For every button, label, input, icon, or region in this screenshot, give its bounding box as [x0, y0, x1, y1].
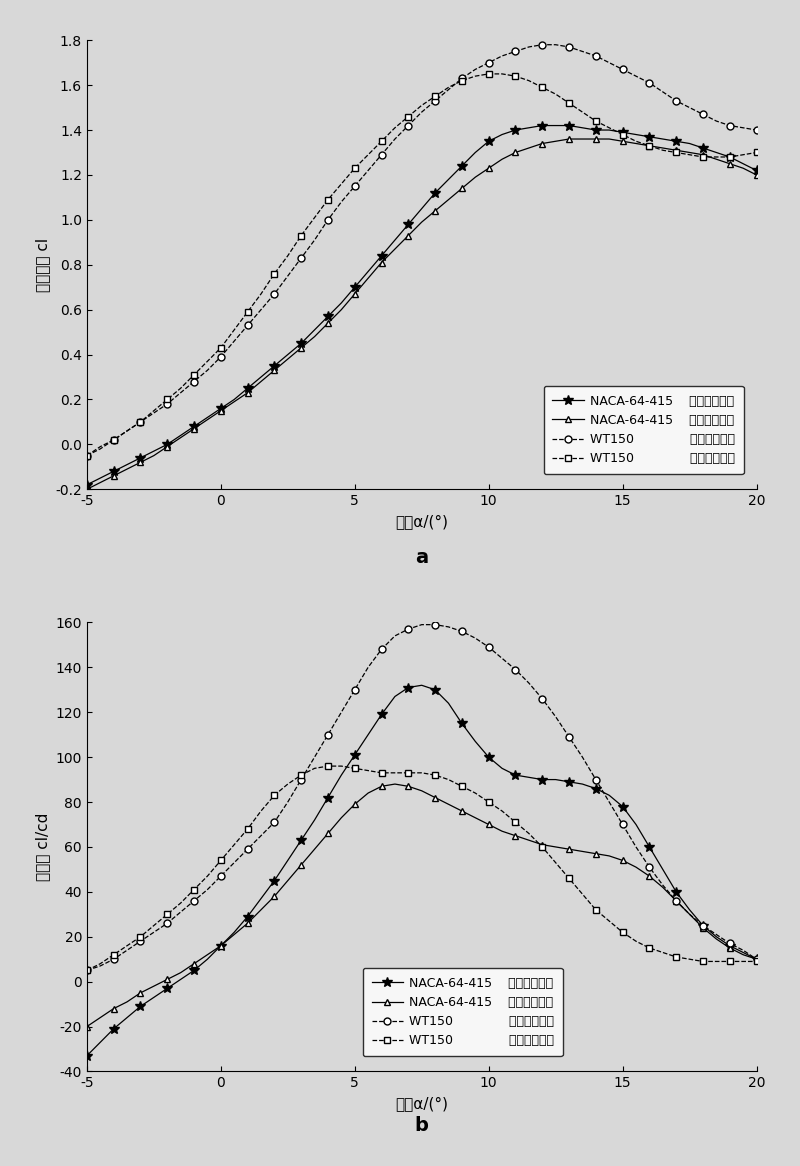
WT150              自由转捧工况	[82, 963, 92, 977]
NACA-64-415    自由转捧工况	[538, 773, 547, 787]
WT150              固定转捧工况	[283, 248, 293, 262]
WT150              自由转捧工况	[738, 943, 748, 957]
NACA-64-415    自由转捧工况	[524, 121, 534, 135]
NACA-64-415    固定转捧工况	[578, 132, 587, 146]
WT150              自由转捧工况	[538, 691, 547, 705]
NACA-64-415    自由转捧工况	[82, 478, 92, 492]
WT150              自由转捧工况	[283, 795, 293, 809]
WT150              固定转捧工况	[230, 323, 239, 337]
Text: b: b	[414, 1116, 429, 1136]
WT150              固定转捧工况	[738, 148, 748, 162]
NACA-64-415    自由转捧工况	[230, 393, 239, 407]
NACA-64-415    固定转捧工况	[390, 777, 400, 791]
WT150              自由转捧工况	[296, 251, 306, 265]
WT150              固定转捧工况	[738, 955, 748, 969]
Line: WT150              自由转捧工况: WT150 自由转捧工况	[83, 621, 760, 974]
Line: WT150              固定转捧工况: WT150 固定转捧工况	[83, 763, 760, 974]
NACA-64-415    自由转捧工况	[296, 336, 306, 350]
NACA-64-415    固定转捧工况	[283, 352, 293, 366]
WT150              自由转捧工况	[578, 750, 587, 764]
WT150              固定转捧工况	[538, 80, 547, 94]
NACA-64-415    固定转捧工况	[752, 168, 762, 182]
WT150              固定转捧工况	[296, 768, 306, 782]
NACA-64-415    自由转捧工况	[296, 834, 306, 848]
WT150              固定转捧工况	[752, 955, 762, 969]
Text: a: a	[415, 548, 428, 567]
NACA-64-415    自由转捧工况	[752, 953, 762, 967]
WT150              自由转捧工况	[752, 124, 762, 138]
WT150              自由转捧工况	[538, 37, 547, 51]
NACA-64-415    自由转捧工况	[82, 1048, 92, 1062]
NACA-64-415    自由转捧工况	[738, 946, 748, 960]
WT150              自由转捧工况	[738, 121, 748, 135]
X-axis label: 攻角α/(°): 攻角α/(°)	[395, 514, 448, 528]
WT150              固定转捧工况	[484, 66, 494, 80]
WT150              自由转捧工况	[283, 269, 293, 283]
WT150              自由转捧工况	[578, 44, 587, 58]
Line: NACA-64-415    固定转捧工况: NACA-64-415 固定转捧工况	[83, 780, 760, 1030]
NACA-64-415    自由转捧工况	[578, 121, 587, 135]
WT150              固定转捧工况	[82, 963, 92, 977]
WT150              固定转捧工况	[578, 105, 587, 119]
WT150              自由转捧工况	[752, 953, 762, 967]
Line: NACA-64-415    自由转捧工况: NACA-64-415 自由转捧工况	[82, 121, 762, 490]
WT150              自由转捧工况	[524, 40, 534, 54]
NACA-64-415    自由转捧工况	[578, 777, 587, 791]
NACA-64-415    固定转捧工况	[538, 837, 547, 851]
WT150              自由转捧工况	[230, 335, 239, 349]
NACA-64-415    固定转捧工况	[230, 395, 239, 409]
NACA-64-415    固定转捧工况	[296, 858, 306, 872]
Line: WT150              自由转捧工况: WT150 自由转捧工况	[83, 41, 760, 459]
WT150              自由转捧工况	[417, 618, 426, 632]
NACA-64-415    固定转捧工况	[82, 1019, 92, 1033]
Y-axis label: 升阻比 cl/cd: 升阻比 cl/cd	[35, 813, 50, 881]
WT150              固定转捧工况	[283, 777, 293, 791]
NACA-64-415    固定转捧工况	[752, 953, 762, 967]
Y-axis label: 升力系数 cl: 升力系数 cl	[34, 238, 50, 292]
NACA-64-415    自由转捧工况	[283, 347, 293, 361]
WT150              固定转捧工况	[538, 840, 547, 854]
Line: NACA-64-415    固定转捧工况: NACA-64-415 固定转捧工况	[83, 135, 760, 493]
NACA-64-415    固定转捧工况	[738, 161, 748, 175]
NACA-64-415    固定转捧工况	[283, 873, 293, 887]
WT150              固定转捧工况	[82, 449, 92, 463]
WT150              自由转捧工况	[82, 449, 92, 463]
NACA-64-415    固定转捧工况	[82, 483, 92, 497]
NACA-64-415    自由转捧工况	[230, 926, 239, 940]
Line: NACA-64-415    自由转捧工况: NACA-64-415 自由转捧工况	[82, 681, 762, 1061]
Legend: NACA-64-415    自由转捧工况, NACA-64-415    固定转捧工况, WT150              自由转捧工况, WT150  : NACA-64-415 自由转捧工况, NACA-64-415 固定转捧工况, …	[543, 386, 743, 475]
Legend: NACA-64-415    自由转捧工况, NACA-64-415    固定转捧工况, WT150              自由转捧工况, WT150  : NACA-64-415 自由转捧工况, NACA-64-415 固定转捧工况, …	[362, 968, 562, 1056]
NACA-64-415    固定转捧工况	[564, 132, 574, 146]
WT150              自由转捧工况	[296, 773, 306, 787]
WT150              固定转捧工况	[752, 146, 762, 160]
NACA-64-415    自由转捧工况	[538, 119, 547, 133]
NACA-64-415    固定转捧工况	[296, 340, 306, 354]
NACA-64-415    自由转捧工况	[417, 679, 426, 693]
NACA-64-415    自由转捧工况	[283, 854, 293, 868]
WT150              固定转捧工况	[323, 759, 333, 773]
WT150              自由转捧工况	[230, 856, 239, 870]
Line: WT150              固定转捧工况: WT150 固定转捧工况	[83, 70, 760, 459]
NACA-64-415    固定转捧工况	[578, 844, 587, 858]
NACA-64-415    自由转捧工况	[752, 163, 762, 177]
NACA-64-415    固定转捧工况	[524, 141, 534, 155]
WT150              固定转捧工况	[296, 229, 306, 243]
NACA-64-415    固定转捧工况	[738, 948, 748, 962]
X-axis label: 攻角α/(°): 攻角α/(°)	[395, 1096, 448, 1111]
WT150              固定转捧工况	[230, 837, 239, 851]
NACA-64-415    固定转捧工况	[230, 927, 239, 941]
NACA-64-415    自由转捧工况	[738, 156, 748, 170]
WT150              固定转捧工况	[578, 887, 587, 901]
